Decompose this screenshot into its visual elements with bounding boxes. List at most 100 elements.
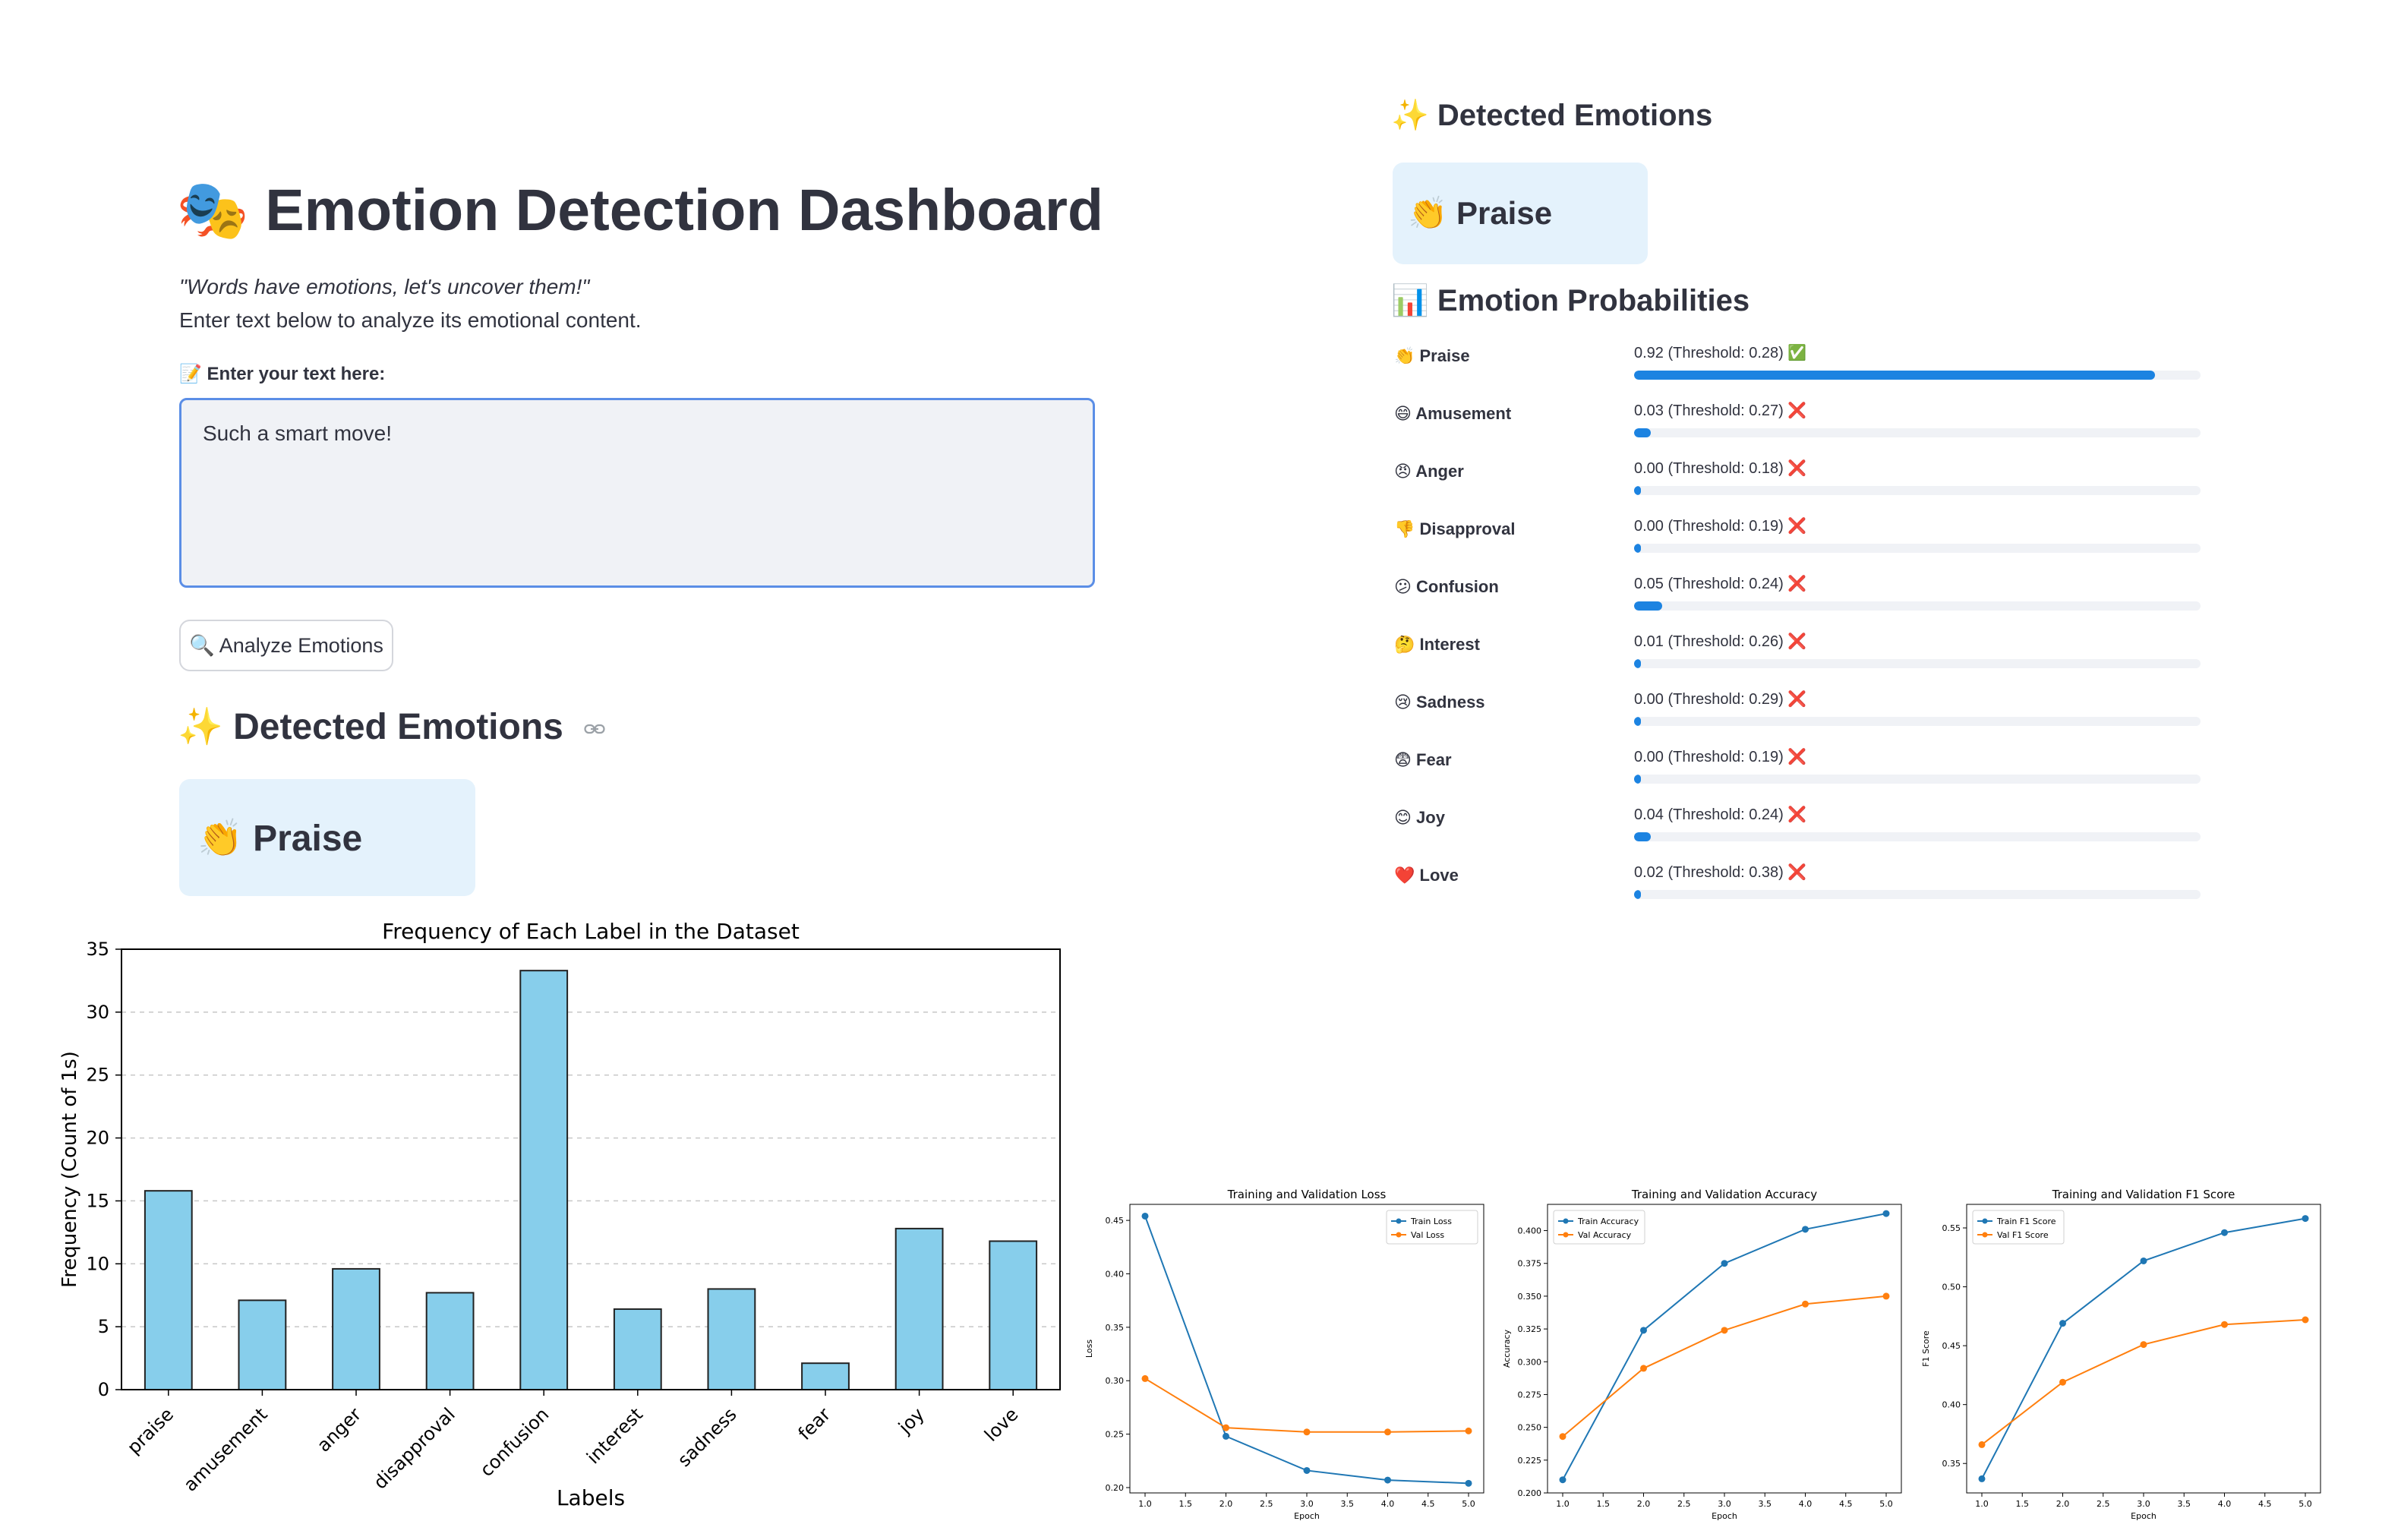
emotion-probability-value: 0.04 (Threshold: 0.24) ❌ bbox=[1634, 806, 1807, 823]
probability-bar-fill bbox=[1634, 601, 1663, 611]
x-tick-label: 2.5 bbox=[1677, 1499, 1691, 1509]
legend-box bbox=[1553, 1210, 1645, 1245]
x-tick-label: 5.0 bbox=[1879, 1499, 1893, 1509]
y-tick-label: 0.200 bbox=[1518, 1488, 1542, 1498]
data-point bbox=[2059, 1320, 2066, 1327]
probability-bar-fill bbox=[1634, 775, 1641, 784]
probability-bar-track bbox=[1634, 775, 2201, 784]
legend-label: Train F1 Score bbox=[1996, 1217, 2056, 1226]
y-axis-label: F1 Score bbox=[1921, 1330, 1931, 1367]
data-point bbox=[1223, 1424, 1229, 1431]
data-point bbox=[1303, 1428, 1311, 1436]
data-point bbox=[1882, 1210, 1890, 1217]
plot-frame bbox=[121, 948, 1061, 1390]
data-point bbox=[1223, 1432, 1229, 1440]
x-tick-label: 2.5 bbox=[2097, 1499, 2110, 1509]
y-tick-label: 0.45 bbox=[1942, 1341, 1961, 1351]
legend-label: Train Loss bbox=[1410, 1217, 1452, 1226]
probability-bar-track bbox=[1634, 832, 2201, 841]
text-input[interactable]: Such a smart move! bbox=[179, 398, 1095, 588]
probability-bar-track bbox=[1634, 659, 2201, 668]
y-tick-label: 30 bbox=[86, 1002, 109, 1023]
legend-label: Val Accuracy bbox=[1578, 1230, 1632, 1240]
detected-emotion-card: 👏 Praise bbox=[179, 779, 475, 896]
probability-bar-fill bbox=[1634, 832, 1652, 841]
x-tick-label: 2.0 bbox=[2056, 1499, 2070, 1509]
y-tick-label: 0 bbox=[98, 1379, 109, 1400]
x-tick-label: 1.5 bbox=[2016, 1499, 2030, 1509]
y-tick-label: 0.300 bbox=[1518, 1357, 1542, 1367]
x-tick-label: 2.0 bbox=[1637, 1499, 1651, 1509]
x-tick-label: 1.0 bbox=[1975, 1499, 1989, 1509]
emotion-label: 👎 Disapproval bbox=[1394, 519, 1516, 538]
x-tick-label: 4.5 bbox=[1421, 1499, 1435, 1509]
detected-emotion-card-right: 👏 Praise bbox=[1393, 163, 1648, 264]
bar bbox=[144, 1190, 193, 1390]
data-point bbox=[1640, 1327, 1647, 1334]
legend-marker bbox=[1563, 1232, 1569, 1238]
chart-title: Training and Validation Loss bbox=[1227, 1188, 1387, 1201]
probability-bar-fill bbox=[1634, 544, 1641, 553]
x-tick-label: 4.0 bbox=[1381, 1499, 1395, 1509]
plot-frame bbox=[1129, 1204, 1484, 1494]
y-axis-label: Frequency (Count of 1s) bbox=[58, 1051, 81, 1288]
emotion-label: 😄 Amusement bbox=[1394, 404, 1512, 423]
detected-emotions-heading-right: ✨ Detected Emotions bbox=[1391, 99, 1713, 132]
legend-marker bbox=[1396, 1232, 1402, 1238]
link-icon[interactable] bbox=[584, 722, 605, 736]
emotion-probabilities-heading: 📊 Emotion Probabilities bbox=[1391, 284, 1750, 317]
x-axis-label: Epoch bbox=[1712, 1511, 1737, 1521]
x-tick-label: 3.0 bbox=[1300, 1499, 1314, 1509]
data-point bbox=[1640, 1365, 1647, 1372]
chart-title: Training and Validation F1 Score bbox=[2052, 1188, 2235, 1201]
data-point bbox=[2221, 1229, 2228, 1236]
probability-bar-track bbox=[1634, 428, 2201, 437]
loss-chart: Training and Validation Loss 0.20 0.25 0.30… bbox=[1084, 1188, 1484, 1521]
x-tick-label: 4.5 bbox=[2258, 1499, 2272, 1509]
data-point bbox=[1303, 1466, 1311, 1474]
data-point bbox=[1384, 1428, 1391, 1436]
legend-marker bbox=[1982, 1218, 1988, 1224]
accuracy-chart: Training and Validation Accuracy 0.200 0.2… bbox=[1502, 1188, 1902, 1521]
emotion-probability-value: 0.01 (Threshold: 0.26) ❌ bbox=[1634, 633, 1807, 650]
y-tick-label: 0.40 bbox=[1106, 1269, 1125, 1279]
y-tick-label: 15 bbox=[86, 1190, 109, 1211]
probability-bar-fill bbox=[1634, 371, 2156, 380]
data-point bbox=[1802, 1226, 1809, 1233]
emotion-probability-value: 0.00 (Threshold: 0.29) ❌ bbox=[1634, 691, 1807, 708]
y-axis-label: Accuracy bbox=[1502, 1329, 1512, 1368]
x-tick-label: confusion bbox=[476, 1403, 554, 1481]
emotion-probability-value: 0.02 (Threshold: 0.38) ❌ bbox=[1634, 864, 1807, 881]
data-point bbox=[1141, 1212, 1149, 1220]
detected-emotions-heading: ✨ Detected Emotions bbox=[178, 705, 605, 748]
bar bbox=[332, 1267, 380, 1390]
x-axis-label: Epoch bbox=[2131, 1511, 2156, 1521]
bar bbox=[707, 1288, 756, 1390]
emotion-probability-value: 0.05 (Threshold: 0.24) ❌ bbox=[1634, 576, 1807, 592]
legend-label: Val F1 Score bbox=[1997, 1230, 2049, 1240]
probability-bar-track bbox=[1634, 601, 2201, 611]
x-tick-label: 3.5 bbox=[1759, 1499, 1772, 1509]
emotion-probability-value: 0.92 (Threshold: 0.28) ✅ bbox=[1634, 345, 1807, 361]
x-tick-label: 3.0 bbox=[1718, 1499, 1731, 1509]
intro-text: Enter text below to analyze its emotiona… bbox=[179, 308, 642, 332]
y-tick-label: 0.20 bbox=[1106, 1483, 1125, 1493]
emotion-label: 😠 Anger bbox=[1394, 462, 1464, 481]
input-label: 📝 Enter your text here: bbox=[179, 364, 386, 384]
bar bbox=[425, 1292, 475, 1390]
legend-label: Train Accuracy bbox=[1577, 1217, 1639, 1226]
emotion-label: 👏 Praise bbox=[1394, 346, 1470, 365]
x-axis-label: Epoch bbox=[1294, 1511, 1320, 1521]
x-tick-label: 3.0 bbox=[2137, 1499, 2150, 1509]
x-tick-label: 3.5 bbox=[2178, 1499, 2191, 1509]
analyze-emotions-button[interactable]: 🔍 Analyze Emotions bbox=[179, 620, 393, 671]
page-title-text: Emotion Detection Dashboard bbox=[265, 178, 1104, 243]
legend-marker bbox=[1563, 1218, 1569, 1224]
bar bbox=[238, 1299, 287, 1390]
data-point bbox=[1465, 1427, 1472, 1434]
emotion-label: ❤️ Love bbox=[1394, 866, 1459, 885]
y-tick-label: 5 bbox=[98, 1316, 109, 1337]
x-tick-label: fear bbox=[794, 1403, 835, 1444]
x-tick-label: sadness bbox=[674, 1403, 741, 1471]
probability-bar-track bbox=[1634, 890, 2201, 899]
